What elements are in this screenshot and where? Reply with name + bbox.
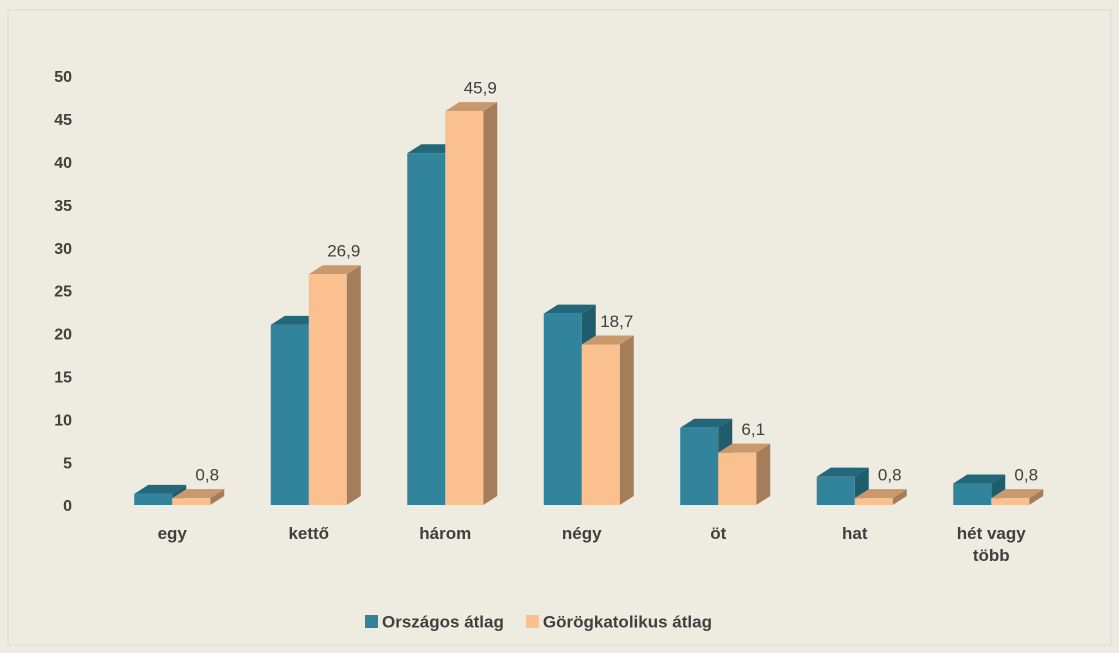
legend-swatch (365, 615, 378, 628)
y-tick-label: 0 (63, 498, 72, 515)
x-tick-label: öt (710, 524, 727, 543)
y-tick-label: 15 (54, 370, 72, 387)
bar-top (172, 489, 225, 499)
bar-side (892, 489, 907, 505)
y-tick-label: 45 (54, 112, 72, 129)
legend-label: Görögkatolikus átlag (543, 612, 712, 631)
x-tick-label: egy (157, 524, 187, 543)
bar (718, 452, 757, 505)
data-label: 26,9 (327, 242, 360, 261)
y-tick-label: 35 (54, 198, 72, 215)
bar-side (619, 335, 634, 505)
bar (991, 498, 1030, 505)
bar-top (718, 443, 771, 453)
bar-side (210, 489, 225, 505)
x-tick-label: három (419, 524, 472, 543)
bar-top (816, 467, 869, 477)
y-tick-label: 10 (54, 412, 72, 429)
data-label: 0,8 (878, 466, 902, 485)
data-label: 18,7 (600, 312, 633, 331)
legend-swatch (525, 615, 539, 628)
bar-side (346, 265, 361, 505)
bar-top (543, 304, 596, 314)
bar-top (581, 335, 634, 345)
bar (445, 111, 484, 505)
x-tick-label: négy (561, 524, 602, 543)
bar (854, 498, 893, 505)
bar (543, 313, 582, 505)
bar (172, 498, 211, 505)
x-tick-label: hét vagy több (956, 524, 1026, 565)
bar (581, 344, 620, 505)
bar-top (445, 102, 498, 112)
bar-top (854, 489, 907, 499)
bar (407, 153, 446, 505)
data-label: 0,8 (195, 466, 219, 485)
bar (816, 476, 855, 505)
data-label: 6,1 (741, 420, 765, 439)
bar-top (134, 484, 187, 494)
bar (953, 483, 992, 505)
bar (270, 324, 309, 505)
bar-side (756, 443, 771, 505)
bar-top (991, 489, 1044, 499)
y-tick-label: 40 (54, 155, 72, 172)
x-tick-label: hat (842, 524, 868, 543)
bar-side (1029, 489, 1044, 505)
bar (680, 427, 719, 505)
bar (308, 274, 347, 505)
bar (134, 493, 173, 505)
x-tick-label: kettő (288, 524, 330, 543)
bar-side (483, 102, 498, 505)
y-tick-label: 20 (54, 327, 72, 344)
bar-top (953, 474, 1006, 484)
y-tick-label: 50 (54, 69, 72, 86)
y-tick-label: 5 (63, 455, 72, 472)
bar-top (308, 265, 361, 275)
bar-top (680, 418, 733, 428)
frame (7, 9, 1112, 646)
data-label: 0,8 (1014, 466, 1038, 485)
legend-label: Országos átlag (382, 612, 504, 631)
y-tick-label: 25 (54, 284, 72, 301)
y-tick-label: 30 (54, 241, 72, 258)
data-label: 45,9 (464, 79, 497, 98)
